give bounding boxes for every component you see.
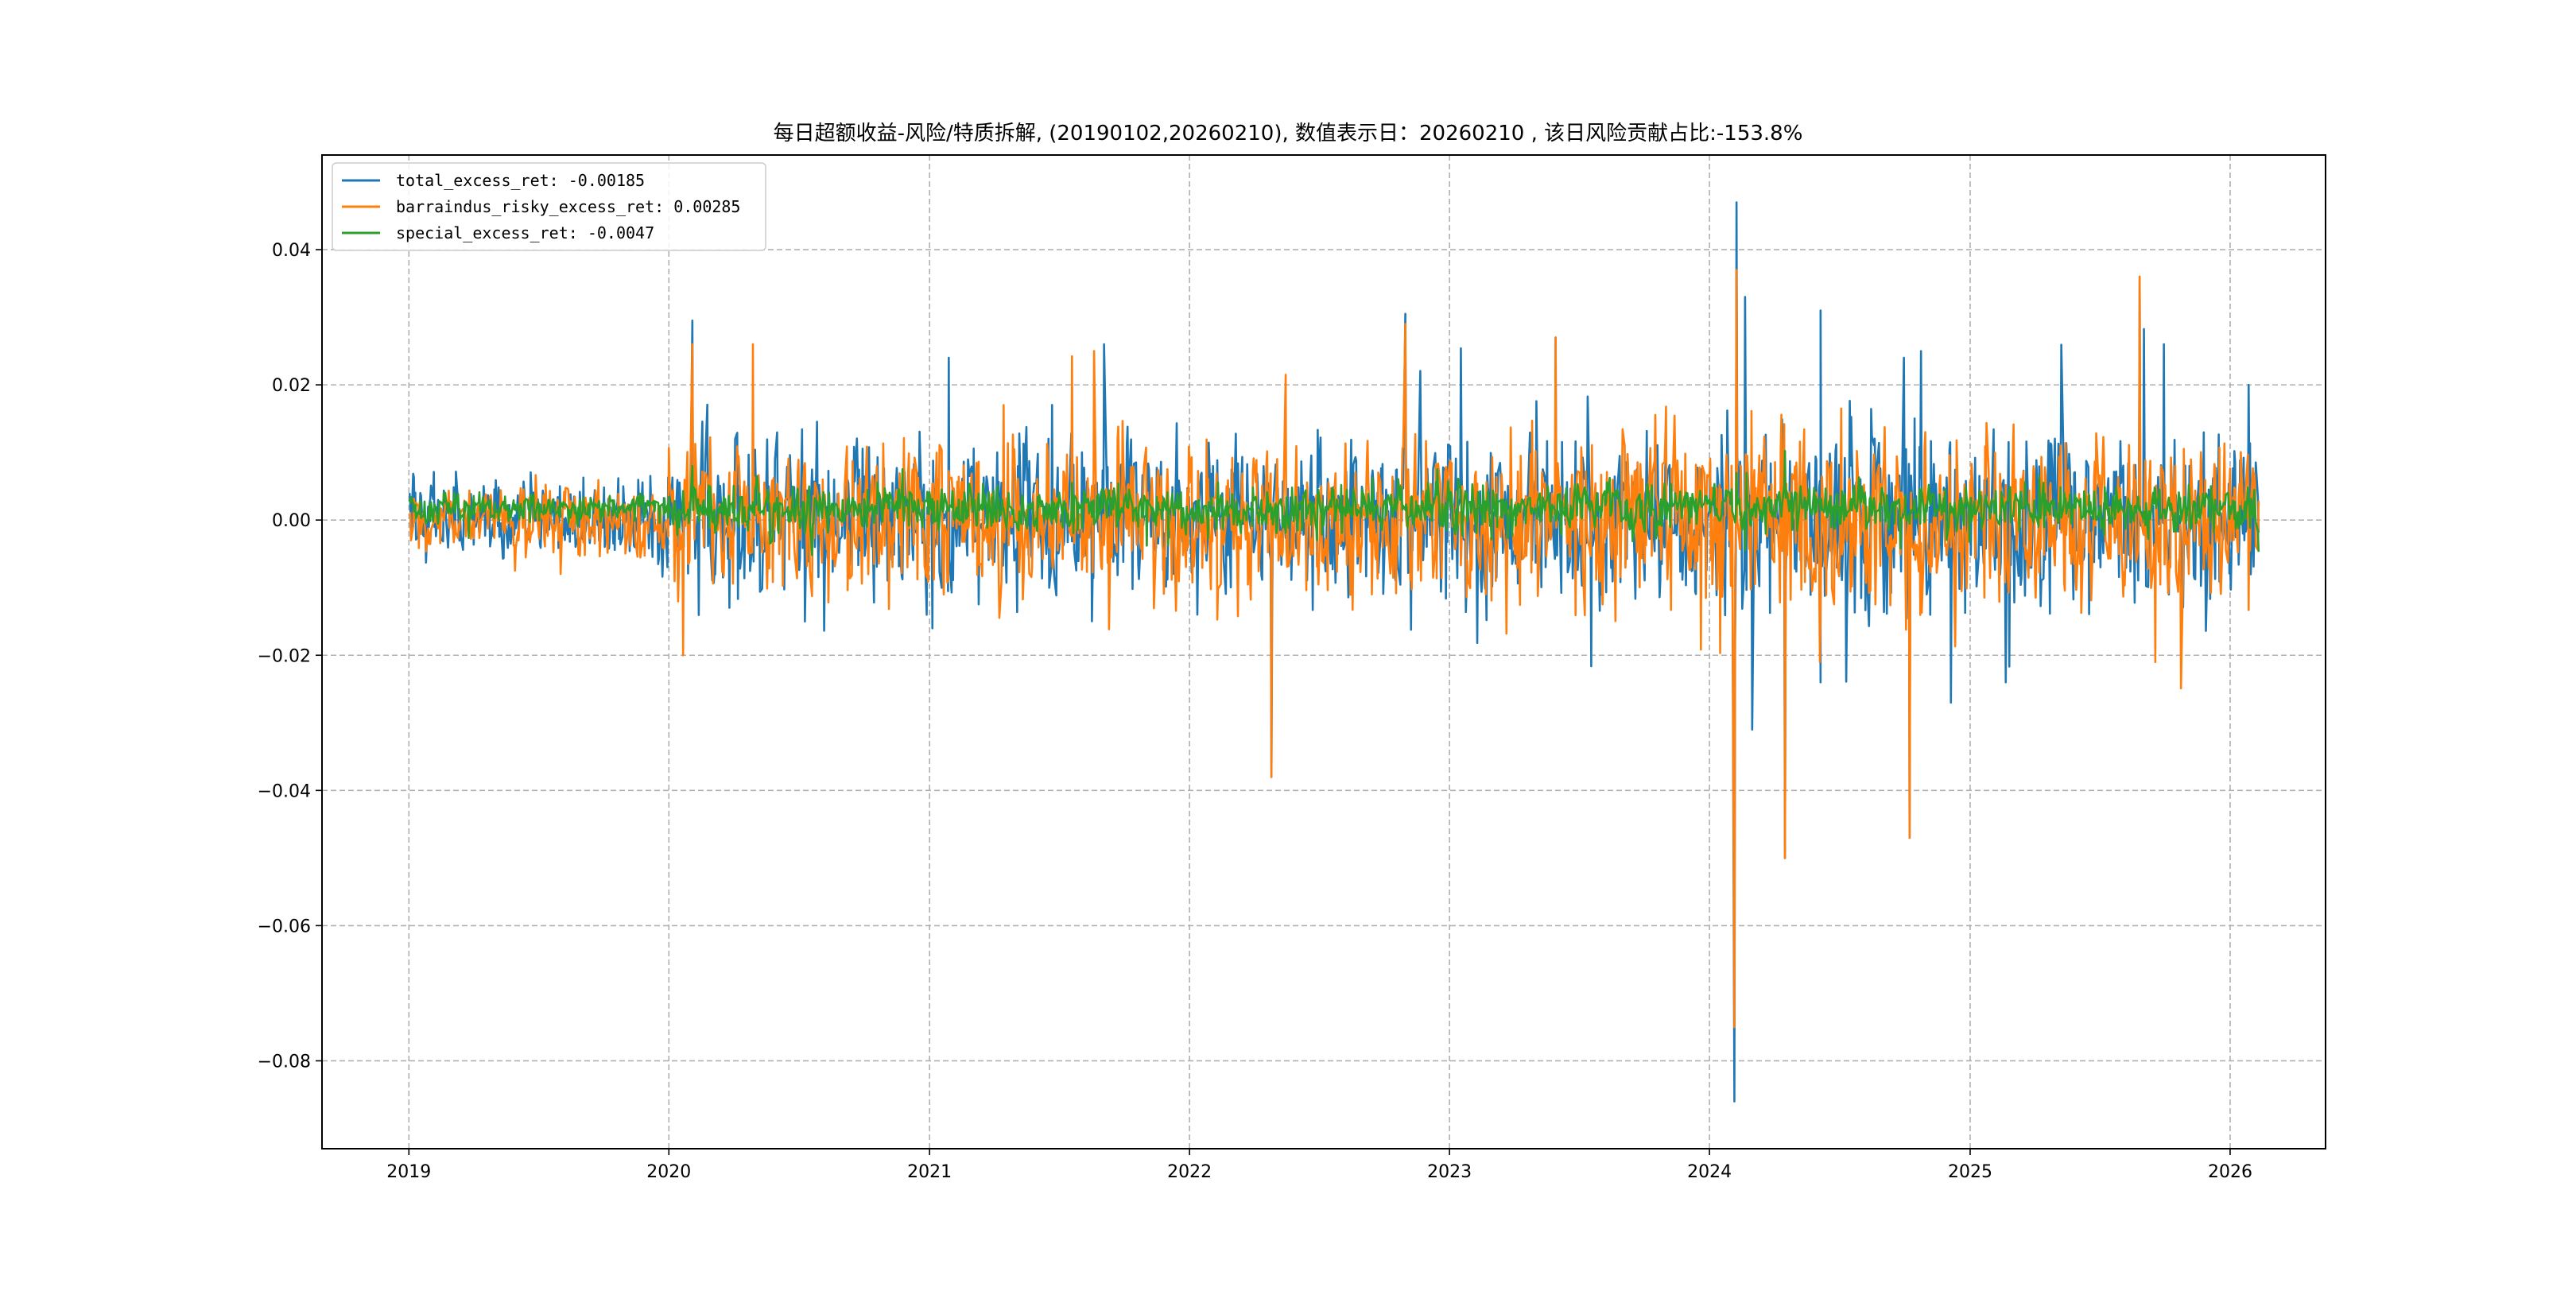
y-tick-label: 0.02: [272, 376, 311, 396]
legend-box: [332, 162, 766, 251]
x-tick-label: 2019: [386, 1162, 431, 1182]
legend-label[interactable]: total_excess_ret: -0.00185: [396, 171, 645, 190]
axes: 2019 2020 2021 2022 2023 2024 2025 2026 0.04 0.02…: [258, 241, 2252, 1182]
y-tick-label: 0.00: [272, 511, 311, 531]
y-tick-label: 0.04: [272, 241, 311, 261]
y-tick-label: −0.08: [258, 1052, 311, 1072]
x-tick-label: 2026: [2208, 1162, 2252, 1182]
x-tick-label: 2023: [1427, 1162, 1472, 1182]
chart-title: 每日超额收益-风险/特质拆解, (20190102,20260210), 数值表…: [774, 122, 1803, 145]
x-tick-label: 2024: [1687, 1162, 1732, 1182]
y-tick-label: −0.06: [258, 917, 311, 936]
y-tick-label: −0.04: [258, 781, 311, 801]
series-line-special-excess-ret: [408, 449, 2260, 556]
legend-label[interactable]: special_excess_ret: -0.0047: [396, 223, 654, 242]
y-tick-label: −0.02: [258, 646, 311, 666]
x-tick-label: 2022: [1167, 1162, 1212, 1182]
x-tick-label: 2021: [907, 1162, 952, 1182]
series-line-total-excess-ret: [408, 201, 2260, 1103]
series-layer: [408, 201, 2260, 1103]
legend[interactable]: total_excess_ret: -0.00185 barraindus_ris…: [332, 162, 766, 251]
x-tick-label: 2025: [1948, 1162, 1992, 1182]
plot-frame: [321, 154, 2326, 1149]
x-tick-label: 2020: [646, 1162, 691, 1182]
legend-label[interactable]: barraindus_risky_excess_ret: 0.00285: [396, 197, 740, 216]
